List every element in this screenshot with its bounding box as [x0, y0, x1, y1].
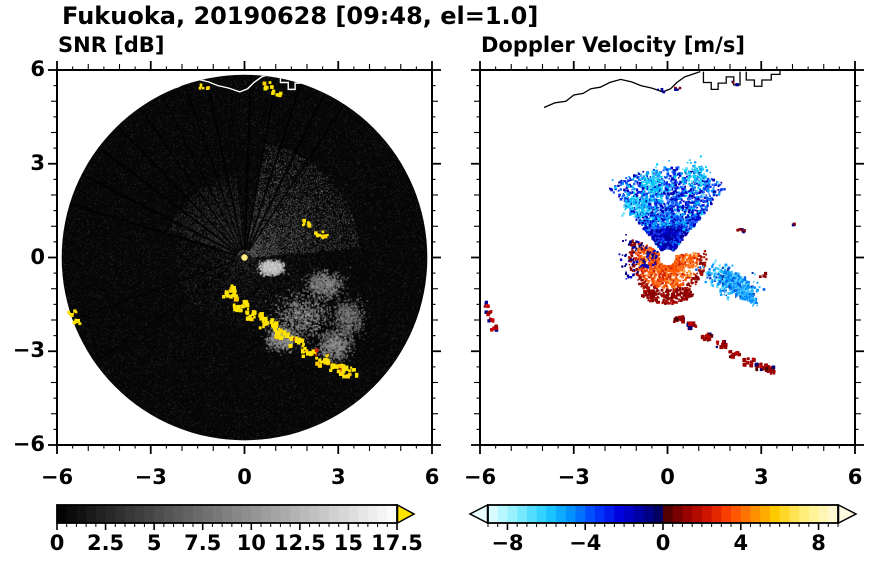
snr-cbar-tick-label: 7.5	[184, 531, 222, 555]
velocity-panel-title: Doppler Velocity [m/s]	[481, 33, 745, 57]
velocity-xtick-label: −6	[463, 465, 497, 489]
snr-panel-title: SNR [dB]	[58, 33, 165, 57]
snr-cbar-tick-label: 15	[333, 531, 364, 555]
snr-ytick-label: 0	[30, 244, 45, 269]
velocity-xtick-label: 0	[660, 465, 675, 489]
snr-ytick-label: 6	[30, 57, 45, 81]
snr-xtick-label: −3	[134, 465, 167, 489]
snr-ytick-label: −3	[12, 338, 45, 363]
snr-cbar-tick-label: 12.5	[273, 531, 326, 555]
snr-xtick-label: −6	[40, 465, 74, 489]
snr-cbar-tick-label: 10	[236, 531, 266, 555]
snr-cbar-tick-label: 2.5	[86, 531, 125, 555]
velocity-xtick-label: 6	[847, 465, 863, 489]
velocity-cbar-tick-label: 4	[733, 531, 749, 555]
velocity-xtick-label: −3	[557, 465, 590, 489]
snr-xtick-label: 0	[237, 465, 252, 489]
velocity-cbar-tick-label: −4	[569, 531, 602, 555]
snr-ytick-label: −6	[12, 432, 45, 456]
snr-cbar-tick-label: 0	[49, 531, 65, 555]
snr-cbar-tick-label: 5	[146, 531, 162, 555]
snr-ytick-label: 3	[30, 150, 45, 175]
velocity-cbar-tick-label: 8	[811, 531, 826, 555]
velocity-cbar-tick-label: 0	[655, 531, 671, 555]
velocity-xtick-label: 3	[753, 465, 769, 489]
figure-title: Fukuoka, 20190628 [09:48, el=1.0]	[62, 2, 539, 30]
snr-xtick-label: 3	[330, 465, 346, 489]
snr-cbar-tick-label: 17.5	[371, 531, 423, 555]
velocity-cbar-tick-label: −8	[491, 531, 524, 555]
snr-xtick-label: 6	[424, 465, 440, 489]
